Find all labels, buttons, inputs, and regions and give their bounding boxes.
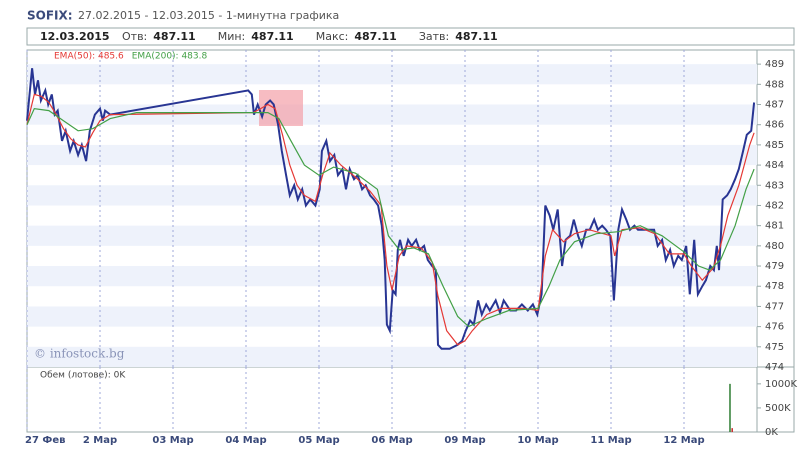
x-tick-label: 10 Мар: [517, 435, 558, 446]
volume-bar: [729, 383, 731, 432]
y-tick-label: 478: [765, 281, 784, 292]
y-tick-label: 483: [765, 180, 784, 191]
x-tick-label: 11 Мар: [590, 435, 631, 446]
y-tick-label: 474: [765, 362, 784, 373]
line: [26, 107, 755, 328]
info-label: Мин:: [218, 30, 246, 43]
y-tick-label: 0K: [765, 427, 778, 438]
y-tick-label: 481: [765, 221, 784, 232]
y-tick-label: 479: [765, 261, 784, 272]
title: SOFIX:: [27, 9, 73, 23]
line: [26, 93, 755, 346]
legend-entry: EMA(50): 485.6: [54, 52, 124, 62]
info-bar: [26, 27, 795, 46]
y-tick-label: 486: [765, 120, 784, 131]
highlight: [259, 90, 303, 126]
y-tick-label: 485: [765, 140, 784, 151]
y-tick-label: 477: [765, 301, 784, 312]
info-label: Затв:: [419, 30, 449, 43]
y-tick-label: 484: [765, 160, 784, 171]
grid-band: [27, 104, 757, 125]
y-tick-label: 500K: [765, 403, 791, 414]
x-tick-label: 27 Фев: [25, 435, 65, 446]
info-items: Отв: 487.11 Мин: 487.11 Макс: 487.11 Затв: 487.…: [122, 30, 498, 43]
info-date: 12.03.2015: [40, 30, 110, 43]
info-value: 487.11: [455, 30, 497, 43]
y-tick-label: 1000K: [765, 379, 797, 390]
x-tick-label: 09 Мар: [444, 435, 485, 446]
grid-band: [27, 64, 757, 85]
y-tick-label: 488: [765, 79, 784, 90]
info-label: Макс:: [316, 30, 349, 43]
x-tick-label: 05 Мар: [298, 435, 339, 446]
y-tick-label: 489: [765, 59, 784, 70]
x-tick-label: 03 Мар: [152, 435, 193, 446]
grid-band: [27, 144, 757, 166]
x-tick-label: 06 Мар: [371, 435, 412, 446]
info-value: 487.11: [251, 30, 293, 43]
volume-bar: [731, 428, 733, 432]
subtitle: 27.02.2015 - 12.03.2015 - 1-минутна граф…: [78, 9, 339, 22]
x-tick-label: 12 Мар: [663, 435, 704, 446]
x-tick-label: 2 Мар: [83, 435, 117, 446]
x-tick-label: 04 Мар: [225, 435, 266, 446]
info-label: Отв:: [122, 30, 147, 43]
watermark: © infostock.bg: [34, 347, 125, 361]
y-tick-label: 476: [765, 322, 784, 333]
y-tick-label: 475: [765, 342, 784, 353]
y-tick-label: 480: [765, 241, 784, 252]
y-tick-label: 487: [765, 100, 784, 111]
volume-label: Обем (лотове): 0K: [40, 371, 126, 381]
y-tick-label: 482: [765, 200, 784, 211]
line: [26, 68, 756, 350]
info-value: 487.11: [354, 30, 396, 43]
info-value: 487.11: [153, 30, 195, 43]
legend-entry: EMA(200): 483.8: [132, 52, 208, 62]
